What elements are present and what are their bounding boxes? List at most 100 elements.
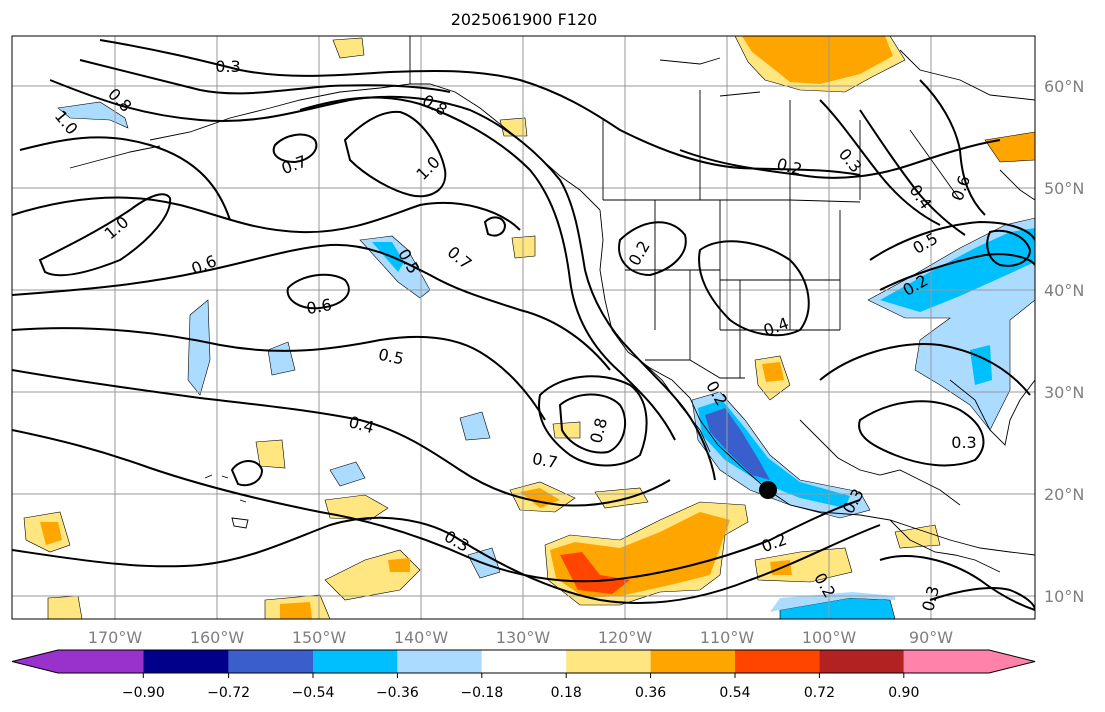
colorbar-extend-min [12, 650, 58, 673]
central-america [889, 519, 1001, 573]
shaded-anomalies [23, 36, 1035, 619]
colorbar-segment [143, 650, 229, 673]
shade-negative-east-core [880, 228, 1035, 312]
colorbar-segment [313, 650, 398, 673]
lon-tick-labels: 170°W 160°W 150°W 140°W 130°W 120°W 110°… [88, 628, 953, 647]
lat-tick-label: 20°N [1044, 485, 1084, 504]
contour-07-ring-2 [538, 375, 648, 467]
map-title: 2025061900 F120 [450, 10, 598, 29]
colorbar-ticks [142, 673, 905, 678]
coastline-gulf [799, 419, 961, 506]
shade-positive-north-core [742, 36, 893, 84]
contour-05-east [869, 220, 1035, 261]
shade-negative-pacific-1-core [372, 242, 404, 272]
lon-tick-label: 110°W [700, 628, 755, 647]
storm-center-marker [759, 481, 777, 499]
shade-negative-pacific-4 [57, 101, 129, 129]
contour-06-band [12, 196, 521, 234]
colorbar-segment [58, 650, 144, 673]
colorbar-segment [481, 650, 567, 673]
coastline-florida [949, 379, 1035, 446]
lon-tick-label: 170°W [88, 628, 143, 647]
contour-label: 0.7 [531, 449, 559, 472]
contour-04-east [859, 109, 966, 236]
shade-positive-south-core [560, 552, 630, 594]
shade-positive-south-6-core [388, 558, 410, 572]
colorbar-segment [819, 650, 904, 673]
shade-positive-south-4-core [40, 522, 62, 545]
contour-10-ring-2 [343, 110, 447, 198]
contour-10-ring [38, 193, 172, 277]
lon-tick-label: 100°W [802, 628, 857, 647]
contour-06-ring [286, 273, 350, 310]
lat-tick-label: 10°N [1044, 587, 1084, 606]
contour-02-east-ring [879, 253, 1035, 291]
colorbar-segment [735, 650, 820, 673]
contour-03-gulf [858, 400, 985, 467]
contour-ring-hawaii [230, 460, 264, 487]
lon-tick-label: 140°W [394, 628, 449, 647]
lon-tick-label: 120°W [598, 628, 653, 647]
contour-02-south [12, 516, 881, 605]
colorbar-labels: −0.90 −0.72 −0.54 −0.36 −0.18 0.18 0.36 … [122, 685, 920, 701]
contour-04 [12, 369, 671, 507]
contour-05 [12, 327, 546, 421]
contour-10-west [19, 136, 231, 221]
contour-08-north [79, 59, 451, 95]
colorbar-extend-max [989, 650, 1035, 673]
shade-positive-south-7 [47, 595, 83, 619]
canada-islands [659, 57, 761, 97]
aleutians [69, 145, 161, 169]
shade-negative-pacific-5 [459, 411, 491, 441]
contour-07-ring [272, 133, 318, 164]
colorbar-label: −0.90 [122, 685, 165, 701]
contour-02-mid [618, 221, 687, 277]
lat-tick-label: 30°N [1044, 383, 1084, 402]
contour-ring-ak-small [483, 216, 507, 237]
contour-02-gulf [819, 343, 1031, 396]
contour-06-east [919, 79, 986, 216]
contour-03-north [99, 39, 861, 176]
colorbar-label: −0.72 [207, 685, 250, 701]
shade-negative-south-halo [770, 592, 895, 612]
shade-positive-pacific-b [552, 421, 581, 439]
colorbar-label: −0.18 [460, 685, 503, 701]
contour-label: 0.3 [215, 57, 240, 76]
colorbar-label: 0.90 [888, 685, 919, 701]
contour-06-band-2 [12, 243, 611, 371]
coastline-hudson [899, 49, 1035, 101]
colorbar: −0.90 −0.72 −0.54 −0.36 −0.18 0.18 0.36 … [11, 649, 1036, 701]
contour-02-east [679, 139, 1001, 179]
map-panel: 0.3 0.8 1.0 0.7 0.8 1.0 0.6 1.0 0.6 0.5 … [11, 35, 1036, 620]
map-frame [11, 35, 1036, 620]
shade-positive-mex-spot-core [762, 362, 784, 382]
contour-10-east [986, 230, 1032, 267]
colorbar-label: −0.54 [292, 685, 335, 701]
contour-label: 0.3 [951, 433, 976, 452]
colorbar-segment [650, 650, 735, 673]
shade-positive-south-5 [324, 494, 389, 521]
colorbar-segment [397, 650, 482, 673]
contour-label: 0.6 [305, 295, 333, 318]
contour-lines [12, 39, 1035, 611]
colorbar-label: 0.18 [551, 685, 582, 701]
coastline-northeast [999, 169, 1035, 201]
contour-08-ring [558, 393, 627, 454]
contour-03-carib [879, 555, 1035, 611]
lat-tick-label: 60°N [1044, 77, 1084, 96]
colorbar-label: −0.36 [376, 685, 419, 701]
shade-positive-caribbean [894, 524, 941, 549]
contour-north-2 [49, 79, 716, 481]
coastline-west [599, 209, 1035, 556]
contour-03-south [12, 429, 861, 583]
contour-07 [299, 96, 676, 441]
shade-positive-alaska [332, 37, 365, 59]
border-us-mexico [645, 359, 745, 379]
lon-tick-label: 90°W [909, 628, 953, 647]
colorbar-label: 0.54 [719, 685, 750, 701]
lon-tick-label: 160°W [190, 628, 245, 647]
shade-positive-pacific-c [255, 439, 286, 469]
colorbar-label: 0.36 [635, 685, 666, 701]
state-lines [625, 200, 841, 378]
